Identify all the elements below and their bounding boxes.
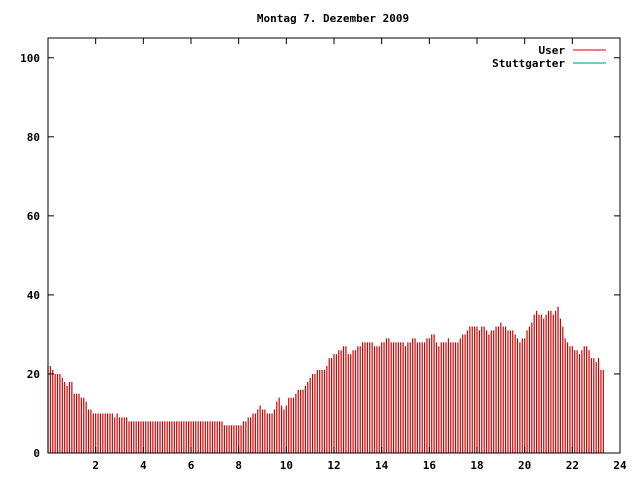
x-tick-label: 16 [423, 459, 437, 472]
y-tick-label: 40 [27, 289, 40, 302]
x-tick-label: 12 [327, 459, 340, 472]
x-tick-label: 14 [375, 459, 389, 472]
y-tick-label: 100 [20, 52, 40, 65]
y-tick-label: 60 [27, 210, 40, 223]
legend-label: Stuttgarter [492, 57, 565, 70]
legend-label: User [539, 44, 566, 57]
x-tick-label: 20 [518, 459, 531, 472]
y-tick-label: 20 [27, 368, 40, 381]
x-tick-label: 18 [470, 459, 483, 472]
x-tick-label: 24 [613, 459, 627, 472]
y-tick-label: 0 [33, 447, 40, 460]
bar-series [47, 306, 604, 453]
chart-title: Montag 7. Dezember 2009 [257, 12, 409, 25]
x-tick-label: 2 [92, 459, 99, 472]
x-tick-label: 22 [566, 459, 579, 472]
x-tick-label: 10 [280, 459, 293, 472]
x-tick-label: 4 [140, 459, 147, 472]
y-tick-label: 80 [27, 131, 40, 144]
x-tick-label: 6 [188, 459, 195, 472]
x-tick-label: 8 [235, 459, 242, 472]
